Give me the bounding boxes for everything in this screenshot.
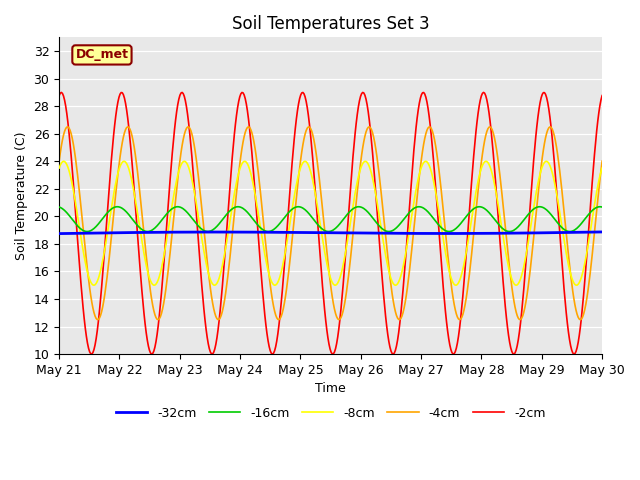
Title: Soil Temperatures Set 3: Soil Temperatures Set 3: [232, 15, 429, 33]
Y-axis label: Soil Temperature (C): Soil Temperature (C): [15, 132, 28, 260]
X-axis label: Time: Time: [316, 383, 346, 396]
Legend: -32cm, -16cm, -8cm, -4cm, -2cm: -32cm, -16cm, -8cm, -4cm, -2cm: [111, 402, 550, 424]
Text: DC_met: DC_met: [76, 48, 129, 61]
